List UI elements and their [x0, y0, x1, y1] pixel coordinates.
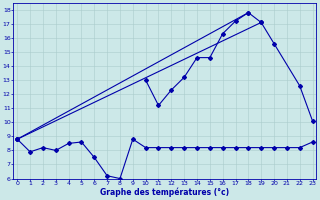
X-axis label: Graphe des températures (°c): Graphe des températures (°c): [100, 188, 229, 197]
